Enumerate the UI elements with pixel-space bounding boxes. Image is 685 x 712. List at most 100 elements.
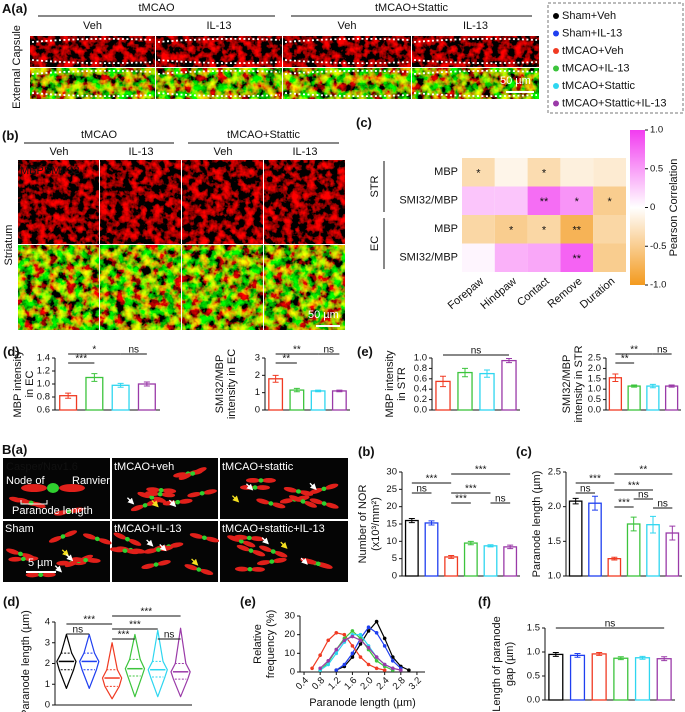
significance-label: ns	[471, 346, 482, 357]
tract-outline	[284, 69, 410, 75]
significance-label: ***	[118, 630, 130, 641]
node	[142, 503, 148, 508]
y-tick-label: 2.0	[588, 363, 601, 374]
bar	[501, 359, 517, 411]
error-bar	[117, 382, 124, 388]
legend-box	[547, 2, 684, 114]
error-bar	[507, 544, 514, 550]
paranode	[309, 488, 323, 495]
error-bar	[293, 387, 300, 393]
y-axis-label: frequency (%)	[265, 610, 277, 678]
colorbar-tick-label: 0.5	[650, 163, 663, 174]
bar	[310, 390, 326, 411]
paranode	[70, 557, 85, 563]
paranode	[145, 491, 160, 496]
y-tick-label: 10	[386, 536, 397, 547]
region-label: Striatum	[3, 225, 15, 266]
paranode	[24, 556, 39, 562]
micrograph	[182, 160, 263, 244]
y-tick-label: 0.8	[37, 392, 50, 403]
error-bar	[440, 375, 446, 388]
node	[158, 488, 164, 493]
series-line	[319, 635, 401, 671]
paranode	[59, 484, 85, 492]
tract-outline	[413, 37, 538, 43]
micrograph	[100, 160, 181, 244]
significance-label: ns	[605, 619, 616, 630]
paranode	[178, 498, 193, 504]
paranode	[234, 566, 249, 572]
arrow	[309, 482, 317, 491]
bar	[479, 372, 495, 411]
paranode	[234, 534, 249, 540]
panel-name: tMCAO+stattic	[222, 461, 294, 473]
stain-label: MBP	[20, 165, 44, 177]
significance-label: ***	[83, 615, 95, 626]
node	[269, 559, 275, 564]
diagram-label: Node of	[6, 475, 45, 487]
x-tick-label: 0.4	[294, 675, 311, 692]
column-label: Hindpaw	[478, 275, 519, 312]
y-tick-label: 10	[284, 648, 295, 659]
group-header: tMCAO	[81, 129, 118, 141]
error-bar	[661, 656, 668, 662]
diagram-label: Paranode length	[12, 505, 93, 517]
y-tick-label: 0.6	[37, 405, 50, 416]
cell-annotation: **	[540, 196, 549, 208]
error-bar	[572, 497, 579, 505]
bar	[289, 389, 305, 411]
y-tick-label: 30	[284, 611, 295, 622]
heatmap-cell	[494, 243, 528, 272]
cell-annotation: *	[542, 224, 547, 236]
treatment-label: IL-13	[206, 20, 231, 32]
bar	[626, 523, 641, 577]
node-of-ranvier	[25, 572, 56, 578]
row-group-label: STR	[369, 175, 381, 197]
y-tick-label: 0.2	[414, 394, 427, 405]
panel-label: (d)	[3, 344, 20, 359]
error-bar	[592, 495, 598, 511]
node-of-ranvier	[137, 491, 167, 503]
paranode	[157, 560, 171, 566]
micrograph	[156, 68, 282, 99]
significance-label: ***	[426, 474, 438, 485]
arrow	[159, 544, 167, 552]
paranode	[64, 560, 79, 568]
y-axis-label: SMI32/MBP	[214, 355, 226, 414]
x-tick-label: 1.2	[326, 675, 343, 692]
paranode	[272, 557, 287, 563]
node	[153, 562, 159, 567]
y-tick-label: 2	[255, 370, 260, 381]
node	[295, 489, 301, 494]
arrow	[245, 483, 254, 491]
group-header: tMCAO+Stattic	[227, 129, 301, 141]
arrow	[280, 541, 288, 549]
node-of-ranvier	[70, 557, 101, 563]
paranode	[309, 498, 324, 505]
column-label: Remove	[545, 275, 584, 311]
paranode	[69, 507, 84, 513]
heatmap-cell	[560, 243, 594, 272]
paranode	[161, 492, 176, 498]
paranode	[256, 498, 270, 505]
bar	[457, 371, 473, 411]
node-of-ranvier	[309, 498, 339, 509]
y-tick-label: 30	[386, 467, 397, 478]
significance-label: ns	[580, 484, 591, 495]
node	[157, 491, 163, 497]
node-of-ranvier	[141, 560, 171, 570]
error-bar	[630, 516, 637, 532]
paranode	[193, 467, 207, 475]
legend-marker	[553, 48, 559, 54]
row-label: MBP	[434, 223, 458, 235]
error-bar	[65, 392, 72, 399]
y-tick-label: 0.0	[588, 405, 601, 416]
error-bar	[574, 652, 581, 658]
heatmap-cell	[593, 186, 626, 215]
error-bar	[467, 540, 474, 546]
node-of-ranvier	[189, 533, 220, 543]
bar	[331, 390, 347, 411]
micrograph	[18, 245, 99, 330]
y-tick-label: 1.0	[37, 379, 50, 390]
